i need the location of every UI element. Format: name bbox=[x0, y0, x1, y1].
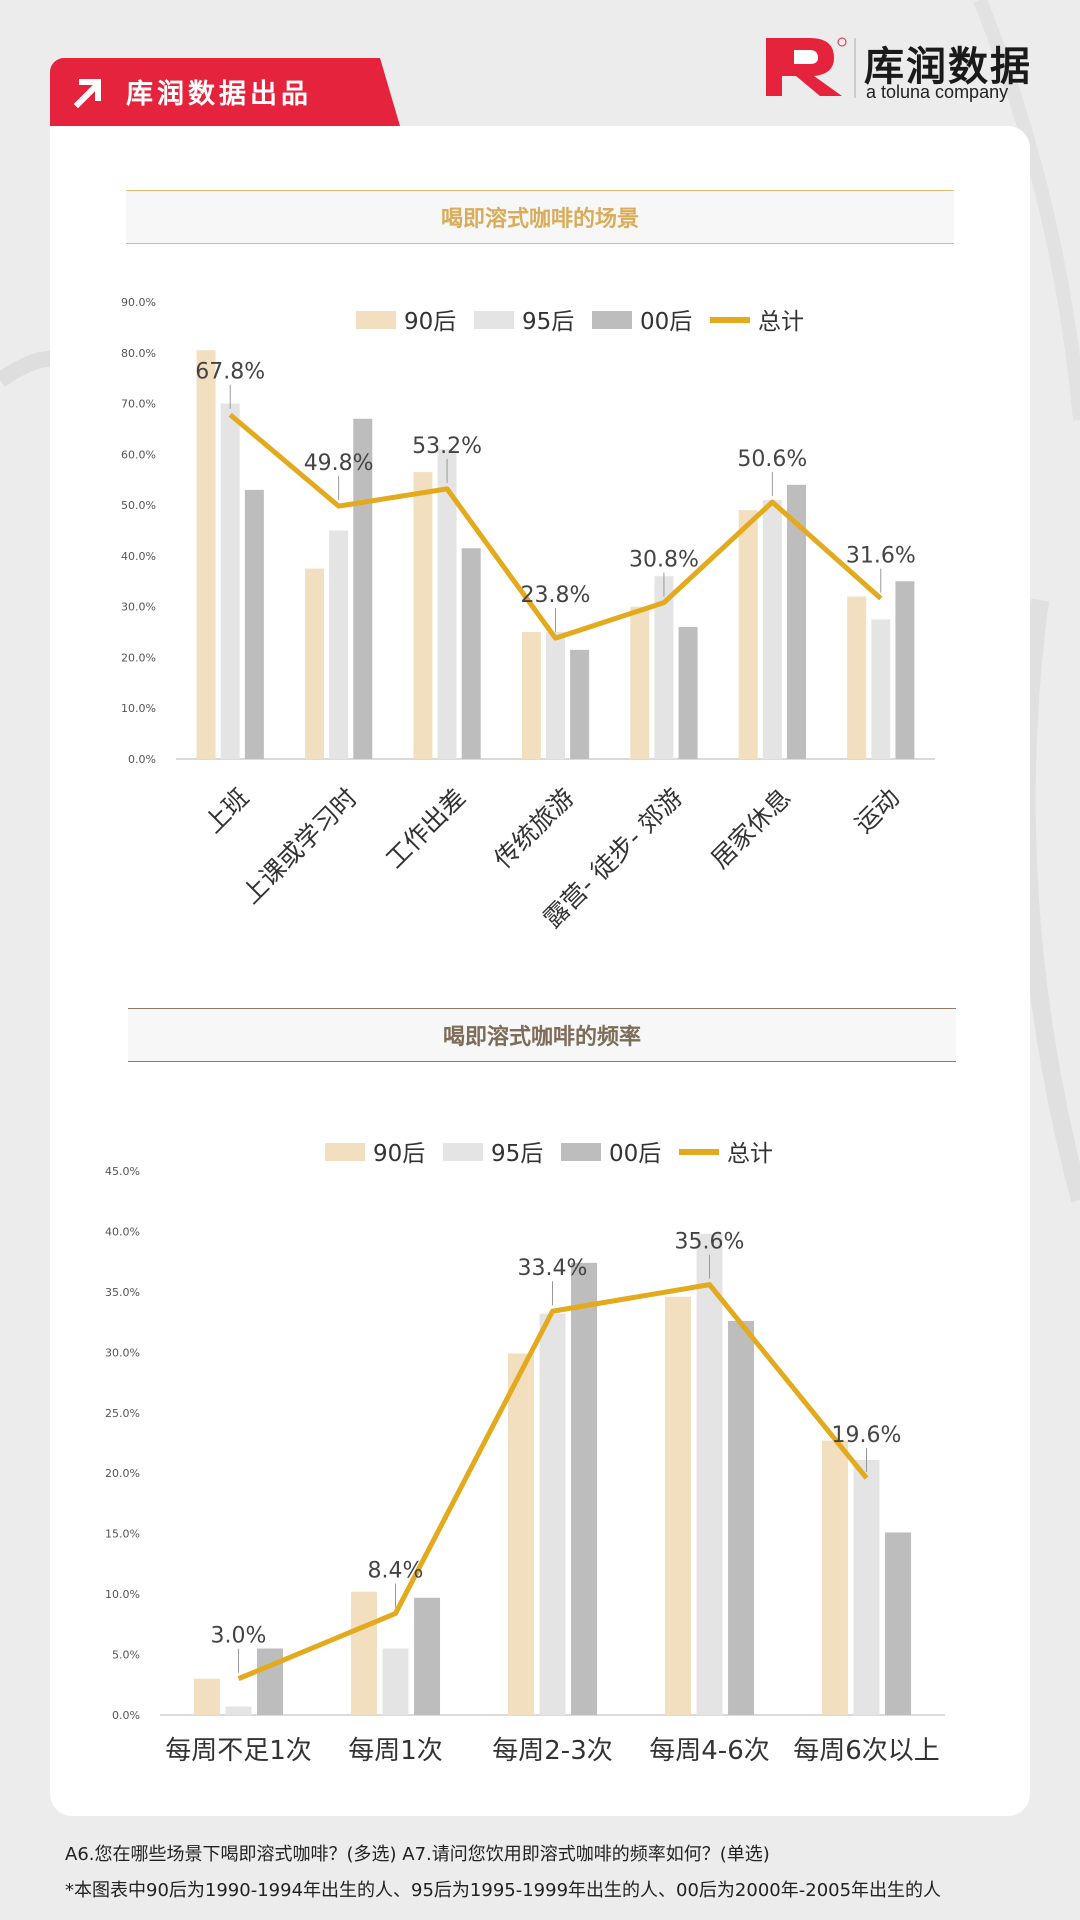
chart1-title: 喝即溶式咖啡的场景 bbox=[126, 190, 954, 244]
brand-tag-text: 库润数据出品 bbox=[126, 79, 312, 110]
brand-tag: 库润数据出品 bbox=[50, 58, 400, 126]
content-card bbox=[50, 126, 1030, 1816]
brand-logo-name: 库润数据 bbox=[864, 44, 1032, 90]
footnote-questions: A6.您在哪些场景下喝即溶式咖啡？(多选) A7.请问您饮用即溶式咖啡的频率如何… bbox=[65, 1844, 770, 1865]
kr-logo-icon bbox=[766, 37, 847, 96]
brand-logo: 库润数据 a toluna company bbox=[764, 34, 1034, 104]
footnote-definitions: *本图表中90后为1990-1994年出生的人、95后为1995-1999年出生… bbox=[65, 1880, 942, 1901]
brand-logo-subtitle: a toluna company bbox=[866, 82, 1009, 102]
chart2-title: 喝即溶式咖啡的频率 bbox=[128, 1008, 956, 1062]
arrow-up-right-icon bbox=[73, 79, 101, 108]
